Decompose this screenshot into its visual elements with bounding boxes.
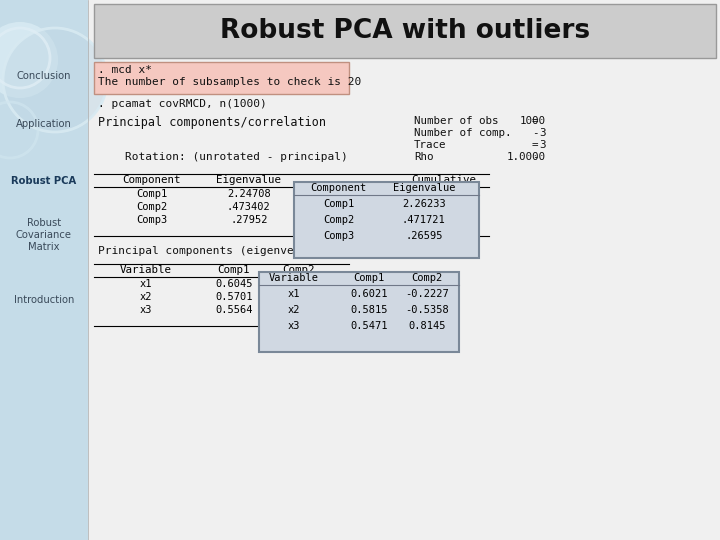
Text: Robust
Covariance
Matrix: Robust Covariance Matrix — [16, 218, 72, 252]
Text: Number of obs: Number of obs — [414, 116, 498, 126]
Text: 0.6045: 0.6045 — [215, 279, 253, 289]
Text: Eigenvalue: Eigenvalue — [392, 183, 455, 193]
Text: 0.8145: 0.8145 — [408, 321, 446, 331]
Text: 1.0000: 1.0000 — [425, 215, 462, 225]
Text: x2: x2 — [140, 292, 152, 302]
Text: -: - — [532, 128, 539, 138]
Circle shape — [3, 28, 107, 132]
Text: . mcd x*: . mcd x* — [98, 65, 152, 75]
FancyBboxPatch shape — [294, 182, 479, 258]
Text: .473402: .473402 — [227, 202, 271, 212]
Text: Robust PCA: Robust PCA — [12, 176, 76, 186]
Text: -0.2227: -0.2227 — [405, 289, 449, 299]
Text: 0.6021: 0.6021 — [350, 289, 387, 299]
Text: Comp2: Comp2 — [411, 273, 443, 283]
Text: x3: x3 — [287, 321, 300, 331]
Text: 0.5815: 0.5815 — [350, 305, 387, 315]
Text: 0.5564: 0.5564 — [215, 305, 253, 315]
Text: Comp1: Comp1 — [136, 189, 168, 199]
Text: Component: Component — [311, 183, 367, 193]
Text: The number of subsamples to check is 20: The number of subsamples to check is 20 — [98, 77, 361, 87]
Text: =: = — [532, 140, 539, 150]
Text: Comp1: Comp1 — [354, 273, 384, 283]
Text: -0.0883: -0.0883 — [277, 279, 320, 289]
Text: .471721: .471721 — [402, 215, 446, 225]
FancyBboxPatch shape — [94, 62, 349, 94]
Text: Eigenvalue: Eigenvalue — [216, 175, 282, 185]
Text: 3: 3 — [539, 128, 546, 138]
Text: 2.26233: 2.26233 — [402, 199, 446, 209]
Text: 3: 3 — [539, 140, 546, 150]
Text: Robust PCA with outliers: Robust PCA with outliers — [220, 18, 590, 44]
Text: x1: x1 — [287, 289, 300, 299]
Text: Principal components (eigenvectors): Principal components (eigenvectors) — [98, 246, 334, 256]
Text: Application: Application — [16, 119, 72, 129]
Text: 0.5701: 0.5701 — [215, 292, 253, 302]
Text: x3: x3 — [140, 305, 152, 315]
Text: 2.24708: 2.24708 — [227, 189, 271, 199]
Text: 0.7490: 0.7490 — [425, 189, 462, 199]
Circle shape — [0, 22, 58, 98]
Text: 0.9068: 0.9068 — [425, 202, 462, 212]
Text: Variable: Variable — [120, 265, 172, 275]
Text: Comp1: Comp1 — [323, 199, 354, 209]
Text: Comp1: Comp1 — [217, 265, 250, 275]
FancyBboxPatch shape — [94, 4, 716, 58]
Text: Cumulative: Cumulative — [411, 175, 477, 185]
Text: .26595: .26595 — [405, 231, 443, 241]
Text: -0.6462: -0.6462 — [277, 292, 320, 302]
Text: x2: x2 — [287, 305, 300, 315]
Text: .27952: .27952 — [230, 215, 268, 225]
Text: 1000: 1000 — [520, 116, 546, 126]
Text: Comp3: Comp3 — [136, 215, 168, 225]
Text: . pcamat covRMCD, n(1000): . pcamat covRMCD, n(1000) — [98, 99, 266, 109]
Text: -: - — [532, 152, 539, 162]
Text: Comp2: Comp2 — [136, 202, 168, 212]
Text: Variable: Variable — [269, 273, 319, 283]
Text: Introduction: Introduction — [14, 295, 74, 305]
Text: Comp2: Comp2 — [282, 265, 315, 275]
Text: Number of comp.: Number of comp. — [414, 128, 511, 138]
Text: 0.5471: 0.5471 — [350, 321, 387, 331]
Text: Rotation: (unrotated - principal): Rotation: (unrotated - principal) — [98, 152, 348, 162]
FancyBboxPatch shape — [259, 272, 459, 352]
Text: -0.5358: -0.5358 — [405, 305, 449, 315]
Text: Comp3: Comp3 — [323, 231, 354, 241]
Text: Comp2: Comp2 — [323, 215, 354, 225]
Text: Conclusion: Conclusion — [17, 71, 71, 80]
Text: 1.0000: 1.0000 — [507, 152, 546, 162]
Text: x1: x1 — [140, 279, 152, 289]
Text: Component: Component — [122, 175, 181, 185]
FancyBboxPatch shape — [0, 0, 88, 540]
Text: Principal components/correlation: Principal components/correlation — [98, 116, 326, 129]
Text: Rho: Rho — [414, 152, 433, 162]
Text: =: = — [532, 116, 539, 126]
Text: 0.7581: 0.7581 — [280, 305, 318, 315]
Text: Trace: Trace — [414, 140, 446, 150]
